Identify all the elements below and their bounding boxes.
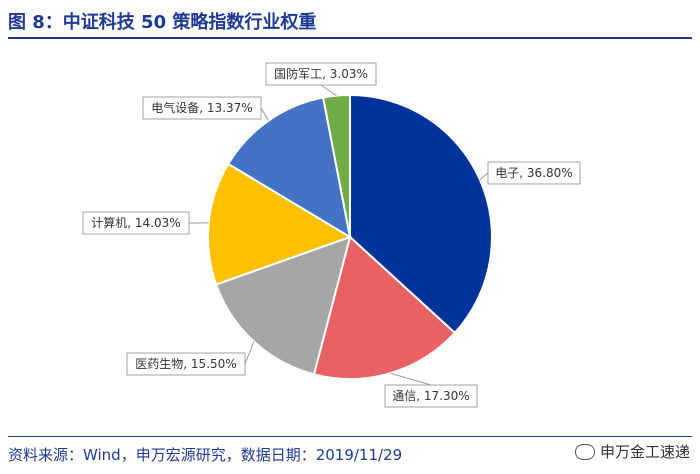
- callout-box-1: [384, 384, 478, 408]
- pie-slice-0: [349, 93, 493, 335]
- brand-name: 申万金工速递: [599, 443, 690, 461]
- pie-slice-1: [312, 235, 457, 380]
- data-label-5: 国防军工, 3.03%: [274, 66, 368, 81]
- callout-box-5: [265, 62, 377, 86]
- data-label-2: 医药生物, 15.50%: [135, 357, 236, 371]
- leader-line-0: [479, 172, 489, 181]
- leader-line-5: [320, 84, 337, 97]
- chart-title: 图 8：中证科技 50 策略指数行业权重: [8, 12, 317, 33]
- callout-box-3: [82, 211, 190, 235]
- data-label-4: 电气设备, 13.37%: [151, 100, 252, 115]
- leader-line-4: [260, 107, 270, 121]
- callout-box-0: [487, 161, 581, 185]
- callout-box-2: [126, 352, 246, 376]
- data-label-3: 计算机, 14.03%: [91, 215, 180, 230]
- pie-slice-5: [321, 93, 351, 238]
- pie-chart: 电子, 36.80% 通信, 17.30% 医药生物, 15.50% 计算机, 14.…: [82, 62, 581, 408]
- pie-slice-3: [207, 162, 353, 286]
- pie-slice-4: [226, 96, 352, 240]
- leader-line-2: [244, 341, 255, 365]
- wechat-icon: [574, 443, 595, 460]
- data-label-1: 通信, 17.30%: [392, 389, 469, 403]
- leader-line-1: [390, 372, 432, 386]
- source-note: 资料来源：Wind，申万宏源研究，数据日期：2019/11/29: [8, 446, 403, 464]
- data-label-0: 电子, 36.80%: [495, 166, 572, 180]
- brand-mark: 申万金工速递: [574, 441, 690, 462]
- callout-box-4: [142, 96, 262, 120]
- footer-rule: [8, 436, 692, 437]
- title-rule: [8, 37, 692, 39]
